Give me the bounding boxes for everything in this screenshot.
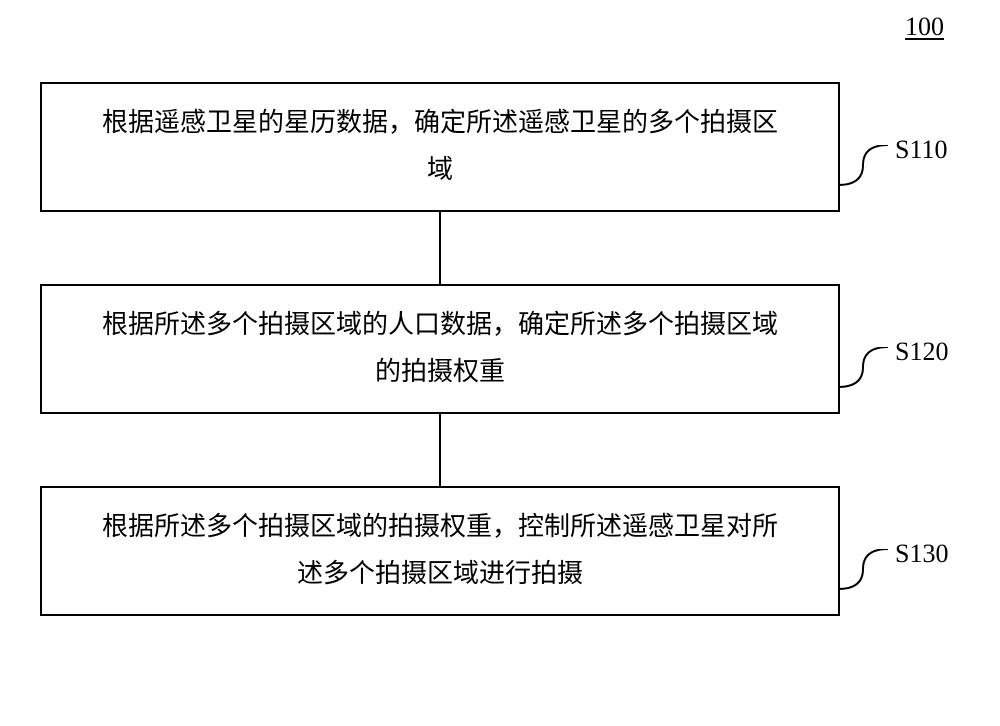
step-box-s130: 根据所述多个拍摄区域的拍摄权重，控制所述遥感卫星对所述多个拍摄区域进行拍摄 <box>40 486 840 616</box>
connector-2-3 <box>439 414 441 486</box>
step-box-s110: 根据遥感卫星的星历数据，确定所述遥感卫星的多个拍摄区域 <box>40 82 840 212</box>
step-label-s120: S120 <box>895 337 948 367</box>
step-text-s120: 根据所述多个拍摄区域的人口数据，确定所述多个拍摄区域的拍摄权重 <box>102 302 778 396</box>
figure-number: 100 <box>905 12 944 42</box>
step-box-s120: 根据所述多个拍摄区域的人口数据，确定所述多个拍摄区域的拍摄权重 <box>40 284 840 414</box>
flowchart-canvas: 100 根据遥感卫星的星历数据，确定所述遥感卫星的多个拍摄区域 S110 根据所… <box>0 0 1000 726</box>
connector-1-2 <box>439 212 441 284</box>
step-text-s130: 根据所述多个拍摄区域的拍摄权重，控制所述遥感卫星对所述多个拍摄区域进行拍摄 <box>102 504 778 598</box>
step-text-s110: 根据遥感卫星的星历数据，确定所述遥感卫星的多个拍摄区域 <box>102 100 778 194</box>
step-bracket-s110 <box>838 145 898 205</box>
step-bracket-s130 <box>838 549 898 609</box>
step-bracket-s120 <box>838 347 898 407</box>
step-label-s110: S110 <box>895 135 948 165</box>
step-label-s130: S130 <box>895 539 948 569</box>
